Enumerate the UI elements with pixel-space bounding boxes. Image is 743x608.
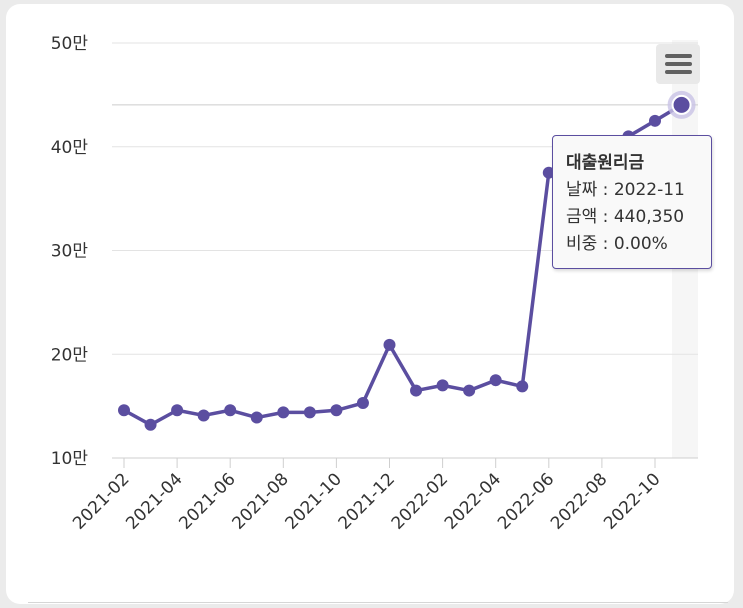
x-tick-label: 2022-08 bbox=[547, 469, 611, 533]
x-tick-label: 2022-10 bbox=[600, 469, 664, 533]
data-point bbox=[277, 406, 290, 419]
x-tick-label: 2022-02 bbox=[388, 469, 452, 533]
y-tick-label: 50만 bbox=[51, 34, 89, 54]
x-tick-label: 2021-02 bbox=[69, 469, 133, 533]
data-point bbox=[542, 166, 555, 179]
x-axis-ticks: 2021-022021-042021-062021-082021-102021-… bbox=[69, 469, 664, 533]
x-tick-label: 2021-08 bbox=[228, 469, 292, 533]
chart-menu-button[interactable] bbox=[656, 44, 700, 84]
y-axis-ticks: 10만 20만 30만 40만 50만 bbox=[51, 34, 89, 469]
data-point bbox=[330, 404, 343, 417]
hamburger-menu-icon-bar bbox=[665, 70, 692, 74]
data-point bbox=[436, 379, 449, 392]
data-point bbox=[144, 418, 157, 431]
x-tick-label: 2021-06 bbox=[175, 469, 239, 533]
highlighted-data-point bbox=[671, 94, 692, 115]
x-tick-label: 2022-06 bbox=[494, 469, 558, 533]
data-point bbox=[463, 384, 476, 397]
tooltip-title: 대출원리금 bbox=[566, 153, 645, 173]
divider bbox=[28, 602, 728, 603]
data-point bbox=[356, 397, 369, 410]
y-tick-label: 30만 bbox=[51, 242, 89, 262]
data-point bbox=[171, 404, 184, 417]
data-point bbox=[410, 384, 423, 397]
x-tick-label: 2021-12 bbox=[335, 469, 399, 533]
x-tick-marks bbox=[123, 458, 656, 468]
x-tick-label: 2022-04 bbox=[441, 469, 505, 533]
data-point bbox=[224, 404, 237, 417]
data-point bbox=[303, 406, 316, 419]
data-point bbox=[489, 374, 502, 387]
x-tick-label: 2021-04 bbox=[122, 469, 186, 533]
tooltip-date: 날짜 : 2022-11 bbox=[566, 180, 685, 200]
data-point bbox=[516, 380, 529, 393]
tooltip-amount: 금액 : 440,350 bbox=[566, 207, 685, 227]
data-point bbox=[197, 409, 210, 422]
x-tick-label: 2021-10 bbox=[282, 469, 346, 533]
data-point bbox=[649, 114, 661, 127]
tooltip-ratio: 비중 : 0.00% bbox=[566, 234, 668, 254]
data-point bbox=[383, 338, 396, 351]
hamburger-menu-icon bbox=[665, 54, 692, 58]
chart-card bbox=[6, 4, 734, 604]
y-tick-label: 10만 bbox=[51, 449, 89, 469]
y-tick-label: 40만 bbox=[51, 138, 89, 158]
hamburger-menu-icon-bar bbox=[665, 62, 692, 66]
data-point bbox=[118, 404, 130, 417]
data-tooltip: 대출원리금 날짜 : 2022-11 금액 : 440,350 비중 : 0.0… bbox=[552, 135, 712, 269]
y-tick-label: 20만 bbox=[51, 345, 89, 365]
data-point bbox=[250, 411, 263, 424]
